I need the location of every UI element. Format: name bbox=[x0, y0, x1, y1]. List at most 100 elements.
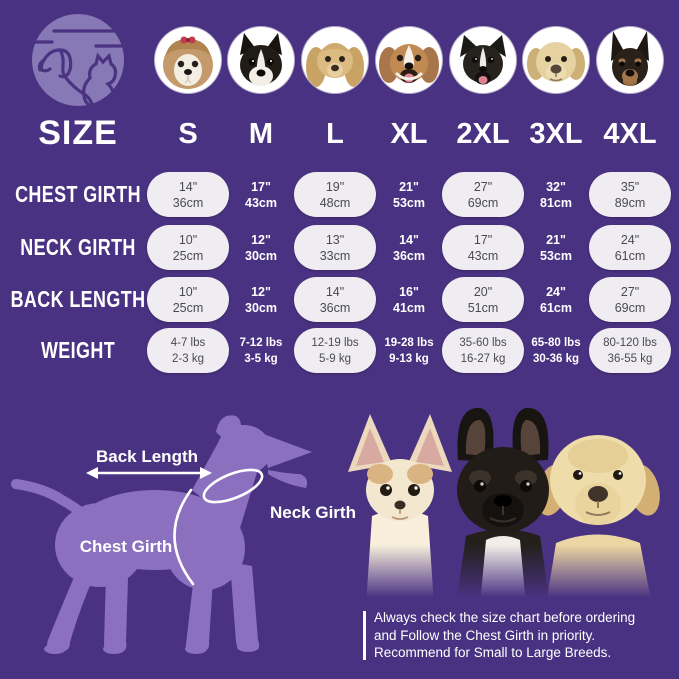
breed-photo-boston-terrier bbox=[228, 27, 294, 93]
french-bulldog-photo bbox=[456, 407, 550, 605]
arrowhead-right bbox=[200, 467, 212, 479]
value-cm: 25cm bbox=[172, 300, 204, 315]
cell-neck-girth-s: 10" 25cm bbox=[147, 225, 229, 270]
cell-chest-girth-s: 14" 36cm bbox=[147, 172, 229, 217]
note-line-1: Always check the size chart before order… bbox=[374, 610, 636, 625]
value-cm: 53cm bbox=[393, 195, 425, 210]
cell-chest-girth-xl: 21" 53cm bbox=[368, 172, 450, 217]
dog-and-cat-logo-icon bbox=[30, 14, 125, 106]
value-cm: 69cm bbox=[614, 300, 646, 315]
three-dogs-photo bbox=[348, 407, 660, 605]
value-inches: 12" bbox=[251, 232, 271, 247]
value-cm: 36cm bbox=[319, 300, 351, 315]
beagle-icon bbox=[379, 44, 439, 83]
cell-chest-girth-4xl: 35" 89cm bbox=[589, 172, 671, 217]
value-inches: 10" bbox=[178, 232, 198, 247]
cell-back-length-m: 12" 30cm bbox=[220, 277, 302, 322]
diagram-chest-girth-label: Chest Girth bbox=[80, 537, 173, 556]
value-inches: 14" bbox=[325, 284, 345, 299]
value-kg: 36-55 kg bbox=[607, 352, 653, 365]
value-cm: 33cm bbox=[319, 248, 351, 263]
column-header-s: S bbox=[178, 117, 198, 150]
value-cm: 48cm bbox=[319, 195, 351, 210]
shih-tzu-icon bbox=[163, 36, 213, 89]
measurement-annotations bbox=[86, 467, 264, 586]
size-header-label: SIZE bbox=[38, 113, 118, 152]
value-kg: 30-36 kg bbox=[532, 352, 580, 365]
row-label-weight: WEIGHT bbox=[40, 337, 116, 363]
cell-weight-m: 7-12 lbs 3-5 kg bbox=[220, 328, 302, 373]
cell-neck-girth-l: 13" 33cm bbox=[294, 225, 376, 270]
note-accent-bar bbox=[363, 611, 366, 660]
breed-photo-beagle bbox=[376, 27, 442, 93]
column-header-3xl: 3XL bbox=[529, 117, 583, 150]
value-lbs: 12-19 lbs bbox=[311, 336, 359, 349]
column-header-l: L bbox=[326, 117, 344, 150]
value-inches: 13" bbox=[325, 232, 345, 247]
cell-weight-3xl: 65-80 lbs 30-36 kg bbox=[515, 328, 597, 373]
cell-chest-girth-m: 17" 43cm bbox=[220, 172, 302, 217]
cocker-spaniel-icon bbox=[306, 43, 364, 87]
column-header-4xl: 4XL bbox=[603, 117, 657, 150]
row-label-chest-girth: CHEST GIRTH bbox=[15, 181, 141, 207]
cell-chest-girth-2xl: 27" 69cm bbox=[442, 172, 524, 217]
value-inches: 14" bbox=[399, 232, 419, 247]
value-inches: 17" bbox=[251, 179, 271, 194]
labrador-icon bbox=[527, 42, 585, 82]
value-inches: 21" bbox=[546, 232, 566, 247]
value-inches: 14" bbox=[178, 179, 198, 194]
value-cm: 36cm bbox=[172, 195, 204, 210]
value-inches: 27" bbox=[620, 284, 640, 299]
cell-weight-s: 4-7 lbs 2-3 kg bbox=[147, 328, 229, 373]
value-cm: 81cm bbox=[540, 195, 572, 210]
cell-back-length-4xl: 27" 69cm bbox=[589, 277, 671, 322]
value-lbs: 7-12 lbs bbox=[239, 336, 283, 349]
value-inches: 17" bbox=[473, 232, 493, 247]
diagram-back-length-label: Back Length bbox=[96, 447, 198, 466]
cell-chest-girth-3xl: 32" 81cm bbox=[515, 172, 597, 217]
value-cm: 30cm bbox=[245, 248, 277, 263]
cell-neck-girth-2xl: 17" 43cm bbox=[442, 225, 524, 270]
cell-back-length-l: 14" 36cm bbox=[294, 277, 376, 322]
value-lbs: 80-120 lbs bbox=[603, 336, 657, 349]
row-label-neck-girth: NECK GIRTH bbox=[20, 234, 136, 260]
diagram-neck-girth-label: Neck Girth bbox=[270, 503, 356, 522]
size-note: Always check the size chart before order… bbox=[363, 609, 675, 662]
cell-back-length-3xl: 24" 61cm bbox=[515, 277, 597, 322]
value-cm: 43cm bbox=[467, 248, 499, 263]
value-kg: 16-27 kg bbox=[460, 352, 506, 365]
value-cm: 69cm bbox=[467, 195, 499, 210]
cell-weight-4xl: 80-120 lbs 36-55 kg bbox=[589, 328, 671, 373]
neck-girth-line bbox=[202, 468, 264, 504]
arrowhead-left bbox=[86, 467, 98, 479]
value-kg: 2-3 kg bbox=[172, 352, 204, 365]
cell-neck-girth-xl: 14" 36cm bbox=[368, 225, 450, 270]
value-cm: 61cm bbox=[614, 248, 646, 263]
value-inches: 19" bbox=[325, 179, 345, 194]
breed-photo-cocker-spaniel bbox=[302, 27, 368, 93]
border-collie-icon bbox=[460, 35, 506, 85]
column-header-m: M bbox=[248, 117, 274, 150]
value-cm: 41cm bbox=[393, 300, 425, 315]
row-label-back-length: BACK LENGTH bbox=[10, 286, 146, 312]
column-header-xl: XL bbox=[390, 117, 428, 150]
value-lbs: 65-80 lbs bbox=[531, 336, 581, 349]
cell-neck-girth-m: 12" 30cm bbox=[220, 225, 302, 270]
value-cm: 30cm bbox=[245, 300, 277, 315]
labrador-photo bbox=[536, 435, 660, 605]
breed-photo-border-collie bbox=[450, 27, 516, 93]
cell-neck-girth-4xl: 24" 61cm bbox=[589, 225, 671, 270]
value-inches: 20" bbox=[473, 284, 493, 299]
value-kg: 3-5 kg bbox=[244, 352, 278, 365]
value-lbs: 35-60 lbs bbox=[459, 336, 507, 349]
cell-back-length-2xl: 20" 51cm bbox=[442, 277, 524, 322]
value-cm: 36cm bbox=[393, 248, 425, 263]
cell-chest-girth-l: 19" 48cm bbox=[294, 172, 376, 217]
dog-measurement-diagram: Back Length Neck Girth Chest Girth bbox=[11, 415, 356, 654]
value-inches: 32" bbox=[546, 179, 566, 194]
dog-silhouette bbox=[11, 415, 312, 654]
value-cm: 61cm bbox=[540, 300, 572, 315]
cell-neck-girth-3xl: 21" 53cm bbox=[515, 225, 597, 270]
cell-weight-xl: 19-28 lbs 9-13 kg bbox=[368, 328, 450, 373]
